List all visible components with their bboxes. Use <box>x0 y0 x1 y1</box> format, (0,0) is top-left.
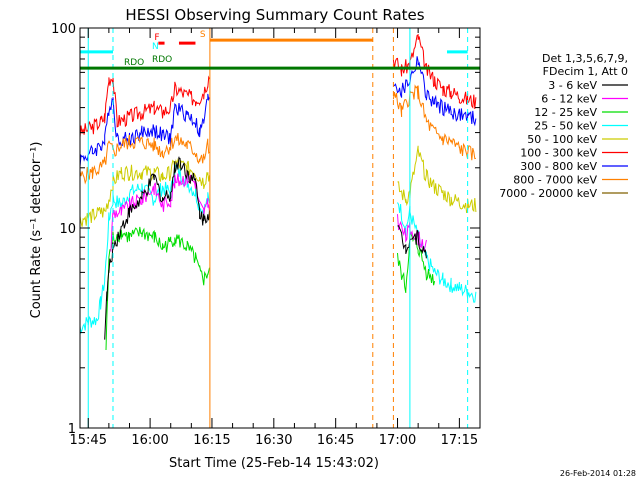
legend: Det 1,3,5,6,7,9,FDecim 1, Att 03 - 6 keV… <box>499 52 628 200</box>
series-line-50-100-kev <box>79 145 477 227</box>
state-bar-label: F <box>154 33 159 43</box>
chart-title: HESSI Observing Summary Count Rates <box>125 6 424 24</box>
overlay-group: N RDO RDO F S <box>80 28 480 428</box>
legend-header: Det 1,3,5,6,7,9, <box>542 52 628 65</box>
legend-label: 3 - 6 keV <box>548 79 597 92</box>
series-line-800-7000-kev <box>79 84 476 185</box>
y-tick-label: 10 <box>59 222 76 237</box>
state-bar-label: RDO <box>124 58 144 68</box>
series-line-12-25-kev <box>105 226 436 351</box>
legend-label: 25 - 50 keV <box>534 120 597 133</box>
legend-header: FDecim 1, Att 0 <box>543 65 628 78</box>
legend-label: 100 - 300 keV <box>520 147 597 160</box>
x-tick-label: 16:15 <box>193 433 230 448</box>
series-line-6-12-kev <box>110 170 427 252</box>
x-tick-label: 17:15 <box>441 433 478 448</box>
series-group <box>79 33 477 351</box>
legend-label: 7000 - 20000 keV <box>499 187 597 200</box>
legend-label: 300 - 800 keV <box>520 160 597 173</box>
y-axis-label: Count Rate (s⁻¹ detector⁻¹) <box>29 142 44 319</box>
series-line-25-50-kev <box>79 163 477 335</box>
state-bar-label: N <box>152 42 159 52</box>
legend-label: 800 - 7000 keV <box>513 174 597 187</box>
y-tick-label: 1 <box>68 422 76 437</box>
y-tick-label: 100 <box>51 22 76 37</box>
state-bar-label: RDO <box>152 55 172 65</box>
x-tick-label: 16:30 <box>255 433 292 448</box>
x-tick-label: 15:45 <box>70 433 107 448</box>
axes-group: 1 10 100 15:45 16:00 16:15 16:30 16:45 17:00 17:1… <box>51 22 481 448</box>
x-axis-label: Start Time (25-Feb-14 15:43:02) <box>169 456 379 471</box>
state-bar-label: S <box>200 30 206 40</box>
footer-timestamp: 26-Feb-2014 01:28 <box>560 469 636 478</box>
x-tick-label: 17:00 <box>379 433 416 448</box>
legend-label: 50 - 100 keV <box>527 133 597 146</box>
x-tick-label: 16:45 <box>317 433 354 448</box>
legend-label: 12 - 25 keV <box>534 106 597 119</box>
legend-label: 6 - 12 keV <box>541 93 597 106</box>
x-tick-label: 16:00 <box>131 433 168 448</box>
series-line-100-300-kev <box>79 33 477 138</box>
series-line-300-800-kev <box>79 56 477 167</box>
series-line-3-6-kev <box>104 156 427 340</box>
